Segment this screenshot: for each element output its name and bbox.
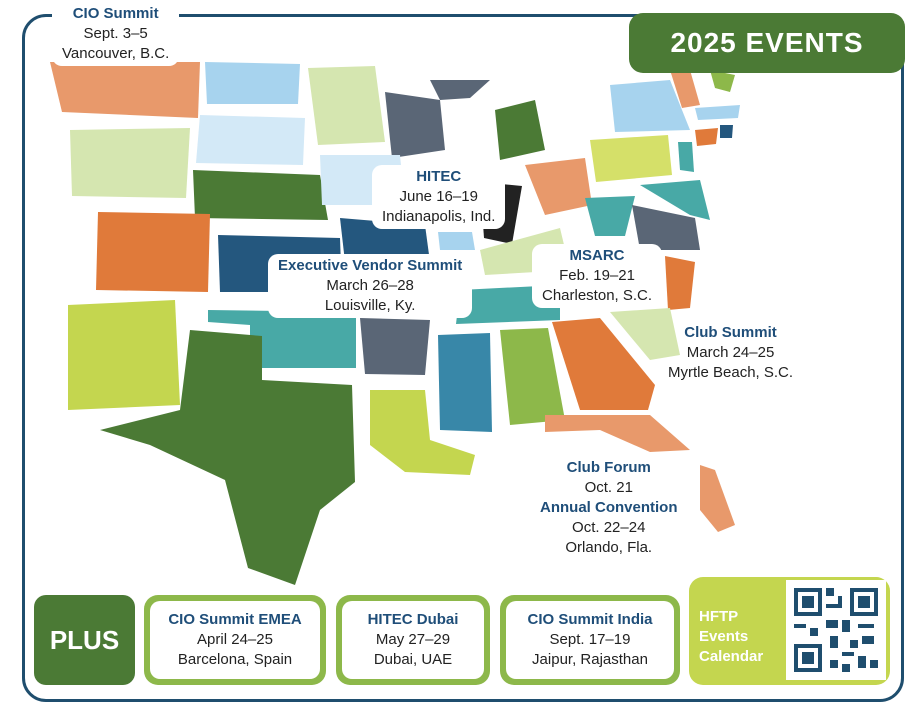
- state-oregon: [70, 128, 190, 198]
- state-maryland: [640, 180, 710, 220]
- state-texas: [100, 330, 355, 585]
- event-date: Oct. 21: [584, 479, 633, 496]
- event-title: Club Forum: [566, 459, 651, 476]
- event-card-cio-summit-india: CIO Summit India Sept. 17–19 Jaipur, Raj…: [500, 595, 680, 685]
- event-card-hitec-dubai: HITEC Dubai May 27–29 Dubai, UAE: [336, 595, 490, 685]
- event-title: CIO Summit EMEA: [168, 611, 302, 628]
- state-wisconsin: [385, 92, 445, 158]
- event-title: HITEC: [416, 168, 462, 185]
- state-washington: [50, 62, 200, 118]
- state-virginia: [632, 205, 700, 250]
- event-place: Charleston, S.C.: [542, 287, 653, 304]
- state-mississippi: [438, 333, 492, 432]
- calendar-line: HFTP: [699, 608, 739, 625]
- event-title: Club Summit: [684, 324, 777, 341]
- event-place: Louisville, Ky.: [324, 297, 416, 314]
- event-date: Feb. 19–21: [559, 267, 635, 284]
- event-msarc: MSARC Feb. 19–21 Charleston, S.C.: [532, 244, 663, 308]
- event-club-forum-annual-convention: Club Forum Oct. 21 Annual Convention Oct…: [540, 458, 678, 558]
- state-utah: [96, 212, 210, 292]
- state-alabama: [500, 328, 565, 425]
- poster-frame: [22, 14, 904, 702]
- event-cio-summit: CIO Summit Sept. 3–5 Vancouver, B.C.: [52, 2, 180, 66]
- state-west-virginia: [585, 196, 635, 236]
- event-place: Vancouver, B.C.: [62, 45, 170, 62]
- state-maine: [710, 70, 735, 92]
- qr-code[interactable]: [783, 577, 889, 683]
- state-missouri: [340, 218, 430, 262]
- event-date: May 27–29: [375, 631, 451, 648]
- state-minnesota: [308, 66, 385, 145]
- event-title: CIO Summit: [72, 5, 159, 22]
- state-south-carolina: [610, 308, 680, 360]
- event-place: Myrtle Beach, S.C.: [668, 364, 794, 381]
- event-date: April 24–25: [197, 631, 273, 648]
- event-date: March 26–28: [326, 277, 414, 294]
- event-date: June 16–19: [399, 188, 478, 205]
- state-oklahoma: [208, 310, 356, 368]
- calendar-line: Calendar: [699, 648, 764, 665]
- state-michigan: [495, 100, 545, 160]
- state-nebraska: [193, 170, 328, 220]
- event-executive-vendor-summit: Executive Vendor Summit March 26–28 Loui…: [268, 254, 473, 318]
- qr-code-icon: [786, 580, 886, 680]
- state-ri: [720, 125, 733, 138]
- event-place: Indianapolis, Ind.: [382, 208, 496, 225]
- events-year-badge: 2025 EVENTS: [629, 13, 905, 73]
- event-card-cio-summit-emea: CIO Summit EMEA April 24–25 Barcelona, S…: [144, 595, 326, 685]
- event-date: March 24–25: [686, 344, 775, 361]
- event-hitec: HITEC June 16–19 Indianapolis, Ind.: [372, 165, 506, 229]
- state-florida: [700, 465, 735, 532]
- event-date: Sept. 3–5: [83, 25, 148, 42]
- event-title: HITEC Dubai: [367, 611, 459, 628]
- event-date: Sept. 17–19: [549, 631, 631, 648]
- event-place: Jaipur, Rajasthan: [532, 651, 648, 668]
- calendar-label: HFTP Events Calendar: [699, 607, 763, 667]
- state-florida-panhandle: [545, 415, 690, 452]
- state-ct: [695, 128, 718, 146]
- event-place: Barcelona, Spain: [177, 651, 293, 668]
- event-title: CIO Summit India: [527, 611, 653, 628]
- state-south-dakota: [196, 115, 305, 165]
- state-montana: [205, 62, 300, 104]
- state-arizona: [68, 300, 180, 410]
- event-title: Executive Vendor Summit: [278, 257, 463, 274]
- state-upper-michigan: [430, 80, 490, 100]
- state-new-york: [610, 80, 690, 132]
- state-pennsylvania: [590, 135, 672, 182]
- state-north-carolina: [665, 256, 695, 310]
- state-ohio: [525, 158, 592, 215]
- event-place: Dubai, UAE: [373, 651, 453, 668]
- state-mass: [695, 105, 740, 120]
- event-title: Annual Convention: [540, 499, 678, 516]
- state-georgia: [552, 318, 655, 410]
- event-title: MSARC: [569, 247, 625, 264]
- state-arkansas: [360, 318, 430, 375]
- event-club-summit: Club Summit March 24–25 Myrtle Beach, S.…: [668, 323, 793, 383]
- calendar-line: Events: [699, 628, 749, 645]
- state-nj: [678, 142, 694, 172]
- event-place: Orlando, Fla.: [565, 539, 653, 556]
- state-illinois: [438, 232, 475, 250]
- event-date: Oct. 22–24: [572, 519, 646, 536]
- state-vermont: [670, 70, 700, 108]
- plus-label: PLUS: [34, 595, 135, 685]
- state-louisiana: [370, 390, 475, 475]
